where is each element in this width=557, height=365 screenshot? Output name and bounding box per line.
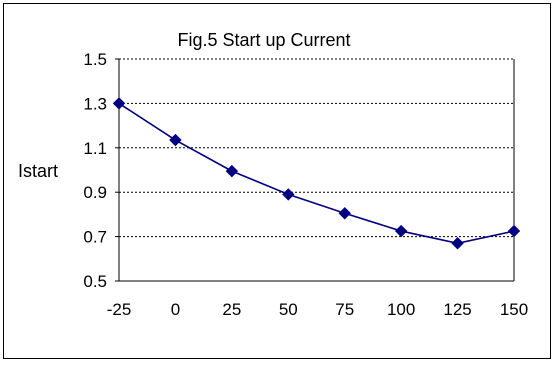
series-line bbox=[118, 102, 515, 245]
plot-area: 0.5 0.7 0.9 1.1 1.3 1.5 -25 0 25 50 75 100 125 150 bbox=[83, 50, 528, 319]
x-tick-label: 25 bbox=[222, 300, 241, 319]
x-tick-label: -25 bbox=[107, 300, 132, 319]
data-point-marker bbox=[225, 164, 239, 178]
data-point-marker bbox=[112, 97, 126, 110]
line-chart: Fig.5 Start up Current Istart 0.5 0.7 0.9 1… bbox=[18, 30, 528, 319]
x-tick-label: 150 bbox=[500, 300, 528, 319]
x-tick-label: 0 bbox=[171, 300, 180, 319]
chart-title: Fig.5 Start up Current bbox=[177, 30, 350, 50]
y-tick-label: 0.9 bbox=[83, 183, 107, 202]
data-point-marker bbox=[338, 207, 351, 220]
x-tick-label: 75 bbox=[335, 300, 354, 319]
x-tick-label: 100 bbox=[387, 300, 415, 319]
x-tick-label: 50 bbox=[279, 300, 298, 319]
data-point-marker bbox=[451, 237, 464, 250]
y-tick-label: 0.5 bbox=[83, 272, 107, 291]
data-point-marker bbox=[169, 133, 182, 147]
chart-frame: Fig.5 Start up Current Istart 0.5 0.7 0.9 1… bbox=[3, 3, 551, 359]
y-tick-label: 0.7 bbox=[83, 228, 107, 247]
x-tick-label: 125 bbox=[443, 300, 471, 319]
y-tick-label: 1.5 bbox=[83, 50, 107, 69]
data-point-marker bbox=[507, 224, 521, 238]
y-tick-label: 1.1 bbox=[83, 139, 107, 158]
data-point-marker bbox=[282, 188, 295, 201]
y-tick-label: 1.3 bbox=[83, 94, 107, 113]
y-axis-title: Istart bbox=[18, 161, 58, 181]
data-point-marker bbox=[394, 224, 408, 238]
